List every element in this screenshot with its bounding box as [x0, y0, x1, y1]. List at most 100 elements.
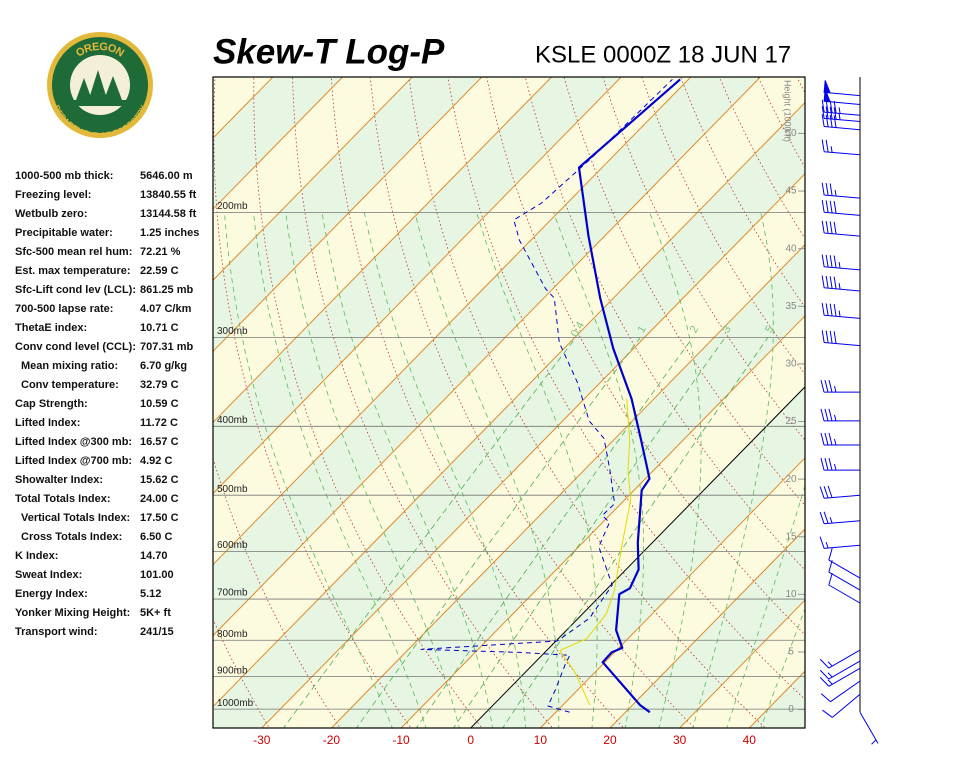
stat-label: Freezing level: — [15, 189, 91, 201]
moist-adiabat — [414, 212, 560, 728]
stat-label: Transport wind: — [15, 626, 98, 638]
wind-barb — [819, 536, 861, 549]
logo: OREGON DEPARTMENT OF FORESTRY — [47, 32, 153, 140]
dry-adiabat — [253, 77, 483, 728]
isotherm — [331, 244, 805, 728]
x-tick-label: 40 — [743, 733, 757, 747]
stat-value: 10.59 C — [140, 398, 179, 410]
dry-adiabat — [447, 77, 805, 700]
y-tick-label: 1000mb — [217, 698, 254, 709]
stat-value: 16.57 C — [140, 436, 179, 448]
wind-barb — [821, 275, 861, 292]
wind-barb — [821, 330, 861, 347]
stat-label: K Index: — [15, 550, 58, 562]
stat-label: 700-500 lapse rate: — [15, 303, 113, 315]
mixing-ratio-line — [502, 337, 769, 728]
moist-adiabat — [476, 212, 598, 728]
wind-barb — [821, 114, 861, 131]
isotherm — [400, 315, 805, 728]
y2-tick-label: 20 — [785, 474, 797, 485]
mixing-ratio-line — [283, 337, 577, 728]
plot-data — [420, 78, 681, 714]
stat-value: 4.92 C — [140, 455, 172, 467]
stat-label: Vertical Totals Index: — [21, 512, 130, 524]
wind-barb — [819, 511, 861, 525]
stat-label: Mean mixing ratio: — [21, 360, 118, 372]
wind-barb — [819, 485, 861, 499]
wind-barb — [821, 182, 861, 199]
dry-adiabat — [213, 618, 270, 728]
stat-value: 6.70 g/kg — [140, 360, 187, 372]
isotherm — [609, 528, 805, 728]
stat-value: 15.62 C — [140, 474, 179, 486]
y2-tick-label: 0 — [788, 704, 794, 715]
moist-adiabat — [649, 212, 702, 728]
stat-label: Precipitable water: — [15, 227, 113, 239]
wind-barb — [821, 220, 861, 237]
wind-barb — [823, 80, 861, 97]
wind-barb — [828, 560, 861, 591]
wind-barb — [820, 379, 860, 393]
logo-trees — [76, 70, 122, 102]
axes: 1000mb 900mb 800mb 700mb 600mb 500mb 400mb 300m… — [217, 80, 805, 747]
moist-adiabat — [692, 212, 774, 728]
x-tick-label: 0 — [467, 733, 474, 747]
stat-label: Sfc-500 mean rel hum: — [15, 246, 132, 258]
temperature-band — [213, 102, 805, 728]
y-tick-label: 800mb — [217, 629, 248, 640]
moist-adiabat — [726, 484, 805, 728]
stat-label: Sweat Index: — [15, 569, 82, 581]
isotherm — [539, 457, 805, 728]
wind-barbs — [819, 80, 879, 745]
wind-barb — [820, 432, 860, 446]
y2-tick-label: 10 — [785, 589, 797, 600]
plot-frame — [212, 76, 806, 729]
stat-value: 24.00 C — [140, 493, 179, 505]
stat-value: 1.25 inches — [140, 227, 199, 239]
mixing-ratio-line — [415, 337, 694, 728]
stat-value: 10.71 C — [140, 322, 179, 334]
isotherm — [213, 77, 692, 566]
stat-value: 5.12 — [140, 588, 161, 600]
x-tick-label: -20 — [323, 733, 341, 747]
stat-label: Yonker Mixing Height: — [15, 607, 130, 619]
stat-value: 11.72 C — [140, 417, 178, 429]
stat-label: Lifted Index @300 mb: — [15, 436, 132, 448]
wind-barb — [821, 302, 861, 319]
stat-value: 13840.55 ft — [140, 189, 197, 201]
y2-tick-label: 40 — [785, 243, 797, 254]
y-tick-label: 400mb — [217, 415, 248, 426]
isotherm — [213, 77, 761, 637]
plot-background — [213, 55, 960, 730]
mixing-ratio-label: 3 — [720, 324, 733, 335]
stat-label: ThetaE index: — [15, 322, 87, 334]
dry-adiabat — [862, 55, 960, 730]
stat-label: Conv cond level (CCL): — [15, 341, 136, 353]
y-tick-label: 500mb — [217, 484, 248, 495]
dry-adiabat — [486, 77, 805, 636]
wind-barb — [819, 660, 861, 680]
mixing-ratio-label: 5 — [763, 324, 776, 335]
stat-value: 32.79 C — [140, 379, 179, 391]
dry-adiabat — [796, 77, 805, 94]
wind-barb — [820, 457, 860, 471]
stat-value: 17.50 C — [140, 512, 179, 524]
wind-barb — [821, 99, 861, 116]
y-tick-label: 600mb — [217, 540, 248, 551]
isotherm — [470, 386, 805, 728]
dry-adiabat — [369, 77, 696, 728]
x-tick-label: 20 — [603, 733, 617, 747]
mixing-ratio-label: 1 — [635, 324, 648, 335]
stats-panel: 1000-500 mb thick: 5646.00 m Freezing leve… — [15, 170, 199, 638]
wind-barb — [819, 649, 861, 669]
stat-label: Cap Strength: — [15, 398, 88, 410]
dewpoint-line — [420, 79, 673, 713]
isotherm — [261, 172, 805, 728]
stat-value: 101.00 — [140, 569, 174, 581]
wind-barb — [821, 106, 861, 122]
mixing-ratio-line — [453, 337, 726, 728]
wind-barb — [822, 693, 861, 718]
y2-tick-label: 50 — [785, 128, 797, 139]
stat-value: 6.50 C — [140, 531, 172, 543]
